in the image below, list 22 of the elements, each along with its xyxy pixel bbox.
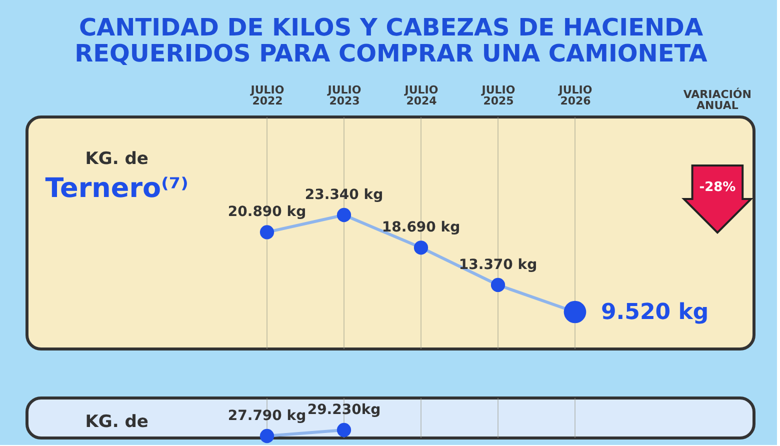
point <box>260 225 274 240</box>
text: KG. de <box>85 149 148 169</box>
point <box>490 278 506 292</box>
data-label: 20.890 kg <box>228 204 306 220</box>
data-label: 27.790 kg <box>228 408 306 424</box>
text: KG. de <box>85 412 148 432</box>
chart-title: CANTIDAD DE KILOS Y CABEZAS DE HACIENDA REQUERIDOS PARA COMPRAR UNA CAMIONETA <box>74 14 708 68</box>
text: VARIACIÓN ANUAL <box>683 87 752 112</box>
x-tick-label: JULIO 2024 <box>404 84 438 108</box>
x-tick-label: JULIO 2026 <box>558 84 592 108</box>
x-tick-label: JULIO 2025 <box>480 84 516 108</box>
point <box>414 240 428 255</box>
data-label: 13.370 kg <box>458 256 538 273</box>
text: -28% <box>699 180 736 195</box>
data-label: 18.690 kg <box>382 220 460 236</box>
data-label: 29.230kg <box>307 402 381 418</box>
text: Ternero⁽⁷⁾ <box>45 173 188 204</box>
data-label: 23.340 kg <box>304 187 384 203</box>
point <box>336 208 352 222</box>
data-label: 9.520 kg <box>601 300 709 325</box>
x-tick-label: JULIO 2023 <box>326 84 362 108</box>
x-tick-label: JULIO 2022 <box>250 84 284 108</box>
